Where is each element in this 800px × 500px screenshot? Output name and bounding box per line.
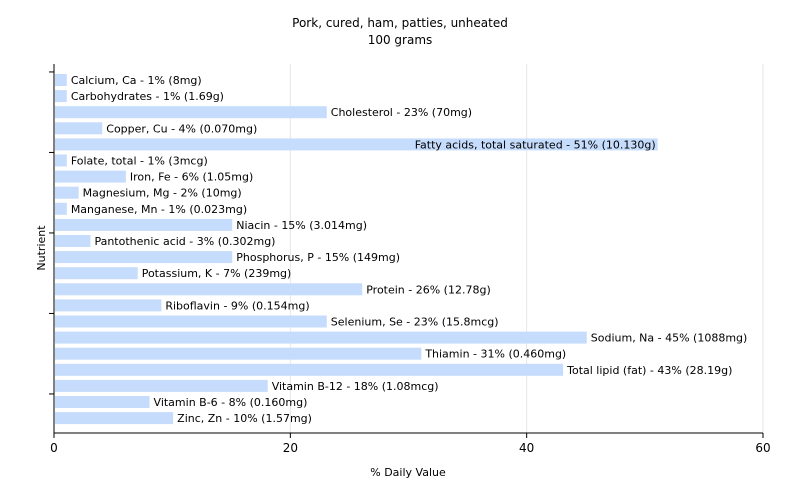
bar	[55, 363, 564, 376]
bar	[55, 154, 67, 167]
bar	[55, 299, 162, 312]
bar-data-label: Fatty acids, total saturated - 51% (10.1…	[415, 138, 656, 151]
bar	[55, 347, 422, 360]
bar-data-label: Magnesium, Mg - 2% (10mg)	[83, 187, 242, 200]
bar-data-label: Riboflavin - 9% (0.154mg)	[165, 299, 309, 312]
bar-data-label: Pantothenic acid - 3% (0.302mg)	[94, 235, 275, 248]
bar	[55, 170, 126, 183]
bar-data-label: Niacin - 15% (3.014mg)	[236, 219, 367, 232]
bar	[55, 74, 67, 86]
bar-data-label: Folate, total - 1% (3mcg)	[71, 155, 208, 168]
bars: Calcium, Ca - 1% (8mg) Carbohydrates - 1%…	[55, 74, 747, 425]
bar-data-label: Copper, Cu - 4% (0.070mg)	[106, 122, 257, 135]
bar-data-label: Calcium, Ca - 1% (8mg)	[71, 74, 202, 87]
x-tick-label: 60	[755, 441, 770, 455]
x-tick-label: 40	[519, 441, 534, 455]
bar	[55, 379, 268, 392]
bar-data-label: Potassium, K - 7% (239mg)	[142, 267, 292, 280]
bar	[55, 396, 150, 408]
bar-data-label: Iron, Fe - 6% (1.05mg)	[130, 171, 253, 184]
bar	[55, 283, 363, 296]
chart-subtitle: 100 grams	[368, 33, 433, 47]
axes: 0 20 40 60	[49, 64, 771, 455]
bar	[55, 218, 233, 231]
grid-lines	[289, 64, 764, 433]
bar-data-label: Carbohydrates - 1% (1.69g)	[71, 90, 224, 103]
bar	[55, 202, 67, 215]
bar-data-label: Vitamin B-6 - 8% (0.160mg)	[154, 396, 308, 409]
bar-data-label: Manganese, Mn - 1% (0.023mg)	[71, 203, 247, 216]
bar-data-label: Cholesterol - 23% (70mg)	[331, 106, 472, 119]
bar	[55, 315, 327, 328]
bar-data-label: Phosphorus, P - 15% (149mg)	[236, 251, 400, 264]
bar-data-label: Thiamin - 31% (0.460mg)	[424, 348, 566, 361]
bar	[55, 122, 103, 135]
x-tick-label: 20	[283, 441, 298, 455]
bar-data-label: Total lipid (fat) - 43% (28.19g)	[566, 364, 732, 377]
bar	[55, 235, 91, 247]
bar	[55, 251, 233, 264]
bar	[55, 186, 79, 199]
bar-data-label: Selenium, Se - 23% (15.8mcg)	[331, 316, 499, 329]
bar	[55, 90, 67, 103]
y-axis-title: Nutrient	[35, 225, 48, 271]
x-axis-title: % Daily Value	[370, 466, 446, 479]
bar	[55, 412, 174, 425]
bar-data-label: Protein - 26% (12.78g)	[366, 283, 491, 296]
chart-title: Pork, cured, ham, patties, unheated	[292, 16, 508, 30]
bar-data-label: Zinc, Zn - 10% (1.57mg)	[177, 412, 312, 425]
bar	[55, 106, 327, 119]
bar	[55, 331, 587, 344]
bar-data-label: Vitamin B-12 - 18% (1.08mcg)	[272, 380, 439, 393]
bar	[55, 138, 658, 151]
bar-data-label: Sodium, Na - 45% (1088mg)	[591, 332, 748, 345]
x-tick-label: 0	[50, 441, 58, 455]
bar	[55, 267, 138, 280]
